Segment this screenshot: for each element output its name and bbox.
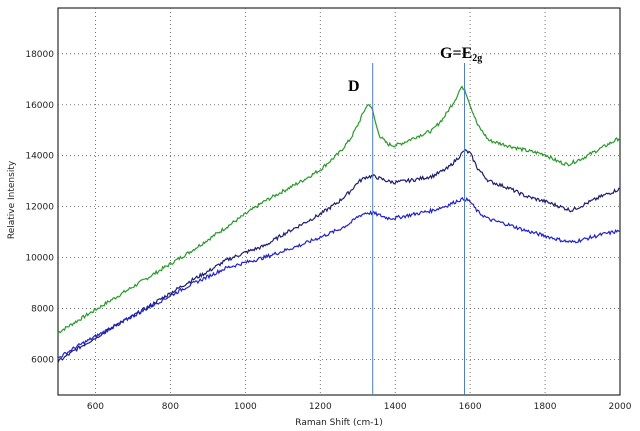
peak-markers <box>372 63 466 395</box>
y-tick-label: 6000 <box>31 355 54 365</box>
x-tick-label: 1600 <box>459 402 482 412</box>
series-line-0 <box>57 85 621 334</box>
y-axis-title: Relative Intensity <box>7 160 17 239</box>
y-tick-label: 10000 <box>25 254 54 264</box>
g-peak-label: G=E2g <box>440 45 482 64</box>
x-tick-label: 1800 <box>534 402 557 412</box>
d-peak-label: D <box>348 78 360 95</box>
y-tick-label: 8000 <box>31 304 54 314</box>
series-layer <box>57 85 621 363</box>
y-tick-label: 12000 <box>25 203 54 213</box>
g-peak-label-subscript: 2g <box>472 53 482 64</box>
x-axis-title: Raman Shift (cm-1) <box>295 418 382 428</box>
grid-lines <box>58 8 620 395</box>
y-tick-label: 14000 <box>25 152 54 162</box>
x-axis-ticks: 600 800 1000 1200 1400 1600 1800 2000 <box>87 402 632 412</box>
y-axis-ticks: 6000 8000 10000 12000 14000 16000 18000 <box>25 50 54 366</box>
g-peak-label-main: G=E <box>440 45 472 62</box>
x-tick-label: 2000 <box>609 402 632 412</box>
x-tick-label: 1000 <box>234 402 257 412</box>
y-tick-label: 16000 <box>25 101 54 111</box>
x-tick-label: 800 <box>162 402 179 412</box>
series-line-2 <box>57 196 621 359</box>
y-tick-label: 18000 <box>25 50 54 60</box>
x-tick-label: 1200 <box>309 402 332 412</box>
x-tick-label: 1400 <box>384 402 407 412</box>
x-tick-label: 600 <box>87 402 104 412</box>
